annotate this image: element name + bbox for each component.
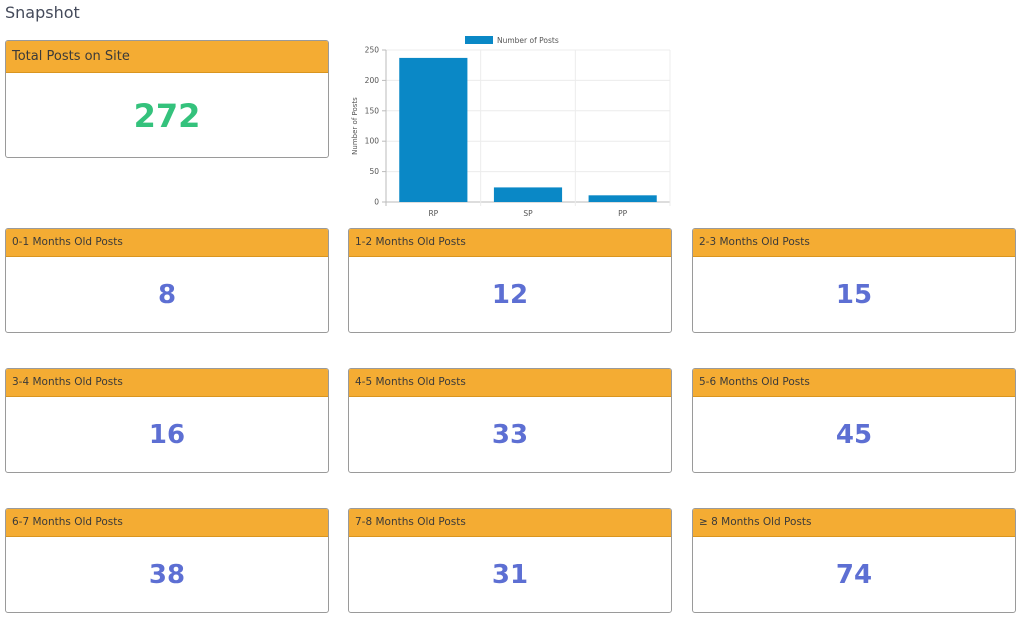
month-card-value: 15 [835, 280, 873, 310]
month-card-value: 8 [157, 280, 177, 310]
total-posts-card: Total Posts on Site 272 [5, 40, 329, 158]
legend-swatch [465, 36, 493, 44]
month-card: 6-7 Months Old Posts 38 [5, 508, 329, 613]
month-card: 0-1 Months Old Posts 8 [5, 228, 329, 333]
chart-bar-rp [399, 57, 468, 203]
month-card-header: 0-1 Months Old Posts [6, 229, 328, 257]
month-card-header: ≥ 8 Months Old Posts [693, 509, 1015, 537]
chart-x-tick-label: SP [523, 209, 533, 218]
month-card-value: 12 [491, 280, 529, 310]
legend-label: Number of Posts [497, 36, 559, 45]
chart-y-tick-label: 150 [365, 106, 380, 115]
chart-x-tick-label: RP [428, 209, 438, 218]
month-card-value: 16 [148, 420, 186, 450]
month-card-value: 45 [835, 420, 873, 450]
month-card-header: 7-8 Months Old Posts [349, 509, 671, 537]
month-card: 1-2 Months Old Posts 12 [348, 228, 672, 333]
month-card: 5-6 Months Old Posts 45 [692, 368, 1016, 473]
total-posts-card-header: Total Posts on Site [6, 41, 328, 73]
chart-x-ticks: RP SP PP [428, 209, 627, 218]
chart-bar-pp [588, 195, 657, 202]
y-axis-label: Number of Posts [351, 97, 359, 155]
chart-bar-sp [493, 187, 563, 202]
month-card: 7-8 Months Old Posts 31 [348, 508, 672, 613]
chart-y-tick-label: 100 [365, 137, 380, 146]
month-card: 3-4 Months Old Posts 16 [5, 368, 329, 473]
chart-x-tick-label: PP [618, 209, 628, 218]
month-card-header: 3-4 Months Old Posts [6, 369, 328, 397]
month-card-value: 74 [835, 560, 873, 590]
month-card-value: 33 [491, 420, 529, 450]
chart-y-tick-label: 50 [369, 167, 379, 176]
chart-y-tick-label: 200 [365, 76, 380, 85]
chart-y-ticks: 0 50 100 150 200 250 [365, 46, 380, 207]
chart-y-tick-label: 250 [365, 46, 380, 55]
month-card-header: 1-2 Months Old Posts [349, 229, 671, 257]
month-card: 4-5 Months Old Posts 33 [348, 368, 672, 473]
month-card-header: 4-5 Months Old Posts [349, 369, 671, 397]
chart-y-tick-label: 0 [374, 198, 379, 207]
month-card: 2-3 Months Old Posts 15 [692, 228, 1016, 333]
month-card-value: 31 [491, 560, 529, 590]
total-posts-value: 272 [133, 97, 201, 135]
month-card: ≥ 8 Months Old Posts 74 [692, 508, 1016, 613]
posts-bar-chart: 0 50 100 150 200 250 RP SP PP Number of Posts N… [351, 36, 671, 218]
chart-bars [399, 57, 657, 203]
month-card-header: 5-6 Months Old Posts [693, 369, 1015, 397]
month-card-header: 6-7 Months Old Posts [6, 509, 328, 537]
month-card-value: 38 [148, 560, 186, 590]
page-title: Snapshot [5, 3, 80, 22]
chart-legend: Number of Posts [465, 36, 559, 45]
month-card-header: 2-3 Months Old Posts [693, 229, 1015, 257]
